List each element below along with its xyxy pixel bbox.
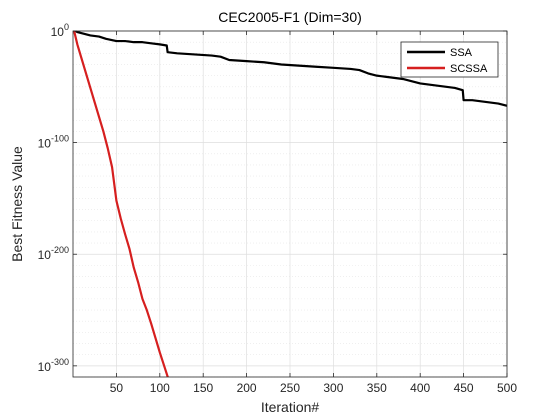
y-tick-label-exponent: 0 [64, 22, 69, 32]
x-tick-label: 450 [454, 381, 474, 395]
x-tick-label: 350 [367, 381, 387, 395]
series-line-ssa [73, 31, 507, 107]
y-tick-label: 100 [51, 22, 69, 39]
series-group [73, 31, 507, 377]
legend-box [400, 41, 499, 78]
x-axis: 50 100 150 200 250 300 350 400 450 500 [110, 31, 517, 395]
y-tick-label-base: 10 [38, 360, 52, 374]
x-tick-label: 400 [410, 381, 430, 395]
y-tick-label-base: 10 [38, 137, 52, 151]
y-tick-label-exponent: -200 [51, 245, 69, 255]
x-tick-label: 300 [323, 381, 343, 395]
y-tick-label-base: 10 [51, 25, 65, 39]
y-axis-title: Best Fitness Value [9, 146, 25, 262]
chart-title: CEC2005-F1 (Dim=30) [218, 9, 362, 25]
x-tick-label: 50 [110, 381, 124, 395]
legend-label-ssa: SSA [450, 47, 473, 59]
x-tick-label: 250 [280, 381, 300, 395]
y-tick-label-base: 10 [38, 248, 52, 262]
x-axis-title: Iteration# [261, 399, 320, 415]
y-tick-label: 10-100 [38, 134, 69, 151]
y-tick-label-exponent: -300 [51, 357, 69, 367]
series-line-scssa [73, 31, 169, 377]
x-tick-label: 150 [193, 381, 213, 395]
legend: SSA SCSSA [400, 41, 499, 78]
y-tick-label: 10-200 [38, 245, 69, 262]
x-tick-label: 100 [150, 381, 170, 395]
legend-label-scssa: SCSSA [450, 63, 488, 75]
x-tick-label: 200 [237, 381, 257, 395]
x-tick-label: 500 [497, 381, 517, 395]
major-grid [73, 30, 508, 377]
y-tick-label-exponent: -100 [51, 134, 69, 144]
y-tick-label: 10-300 [38, 357, 69, 374]
